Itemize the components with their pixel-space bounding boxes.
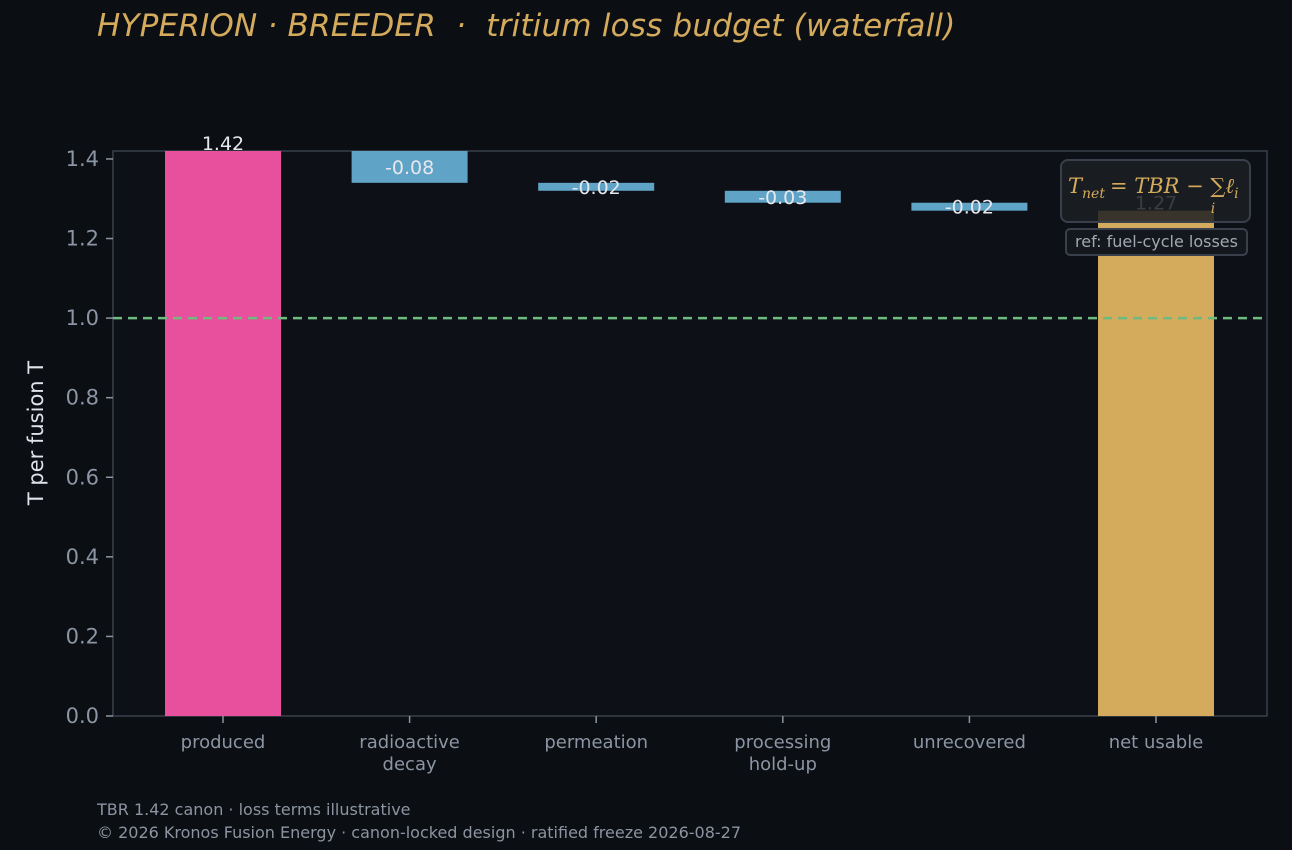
bar-value-label: -0.03 — [758, 187, 807, 209]
bar-value-label: -0.02 — [572, 177, 621, 199]
ref-text: ref: fuel-cycle losses — [1075, 232, 1238, 251]
y-tick-label: 0.2 — [66, 624, 99, 648]
bar-value-label: 1.42 — [202, 133, 244, 155]
y-tick-label: 0.4 — [66, 545, 99, 569]
formula-ell-sub: i — [1234, 186, 1238, 202]
footer-copyright: © 2026 Kronos Fusion Energy · canon-lock… — [97, 823, 742, 842]
y-tick-label: 0.8 — [66, 386, 99, 410]
bar-processing-hold-up — [724, 190, 841, 203]
formula-lhs-sub: net — [1082, 186, 1105, 202]
bar-produced — [165, 151, 281, 716]
y-axis: 0.0 0.2 0.4 0.6 0.8 1.0 1.2 1.4 — [66, 147, 113, 728]
y-tick-label: 1.4 — [66, 147, 99, 171]
y-tick-label: 0.6 — [66, 465, 99, 489]
y-tick-label: 0.0 — [66, 704, 99, 728]
x-tick-label: unrecovered — [913, 732, 1026, 753]
chart-title: HYPERION · BREEDER · tritium loss budget… — [97, 8, 956, 44]
y-tick-label: 1.0 — [66, 306, 99, 330]
x-tick-label: hold-up — [749, 754, 817, 775]
footer-note: TBR 1.42 canon · loss terms illustrative — [97, 800, 411, 819]
x-tick-label: processing — [734, 732, 831, 753]
bar-value-label: -0.08 — [385, 157, 434, 179]
x-tick-label: produced — [181, 732, 266, 753]
bars-layer — [165, 151, 1214, 716]
bar-unrecovered — [911, 202, 1028, 211]
formula-lhs: T — [1068, 174, 1084, 198]
y-axis-label: T per fusion T — [24, 361, 48, 506]
formula-annotation: Tnet = TBR − ∑ℓi i — [1060, 159, 1251, 223]
x-tick-label: radioactive — [359, 732, 460, 753]
formula-sum-sub: i — [1211, 201, 1215, 217]
ref-annotation: ref: fuel-cycle losses — [1065, 228, 1248, 256]
svg-text:Tnet= TBR − ∑ℓi: Tnet = TBR − ∑ℓi — [1068, 174, 1239, 202]
bar-net-usable — [1098, 210, 1214, 716]
x-tick-label: decay — [383, 754, 437, 775]
y-tick-label: 1.2 — [66, 227, 99, 251]
bar-value-label: -0.02 — [945, 197, 994, 219]
formula-rhs: = TBR − ∑ℓ — [1110, 174, 1234, 198]
bar-radioactive-decay — [351, 151, 468, 183]
bar-permeation — [538, 182, 655, 191]
x-tick-label: net usable — [1109, 732, 1204, 753]
x-tick-label: permeation — [544, 732, 648, 753]
